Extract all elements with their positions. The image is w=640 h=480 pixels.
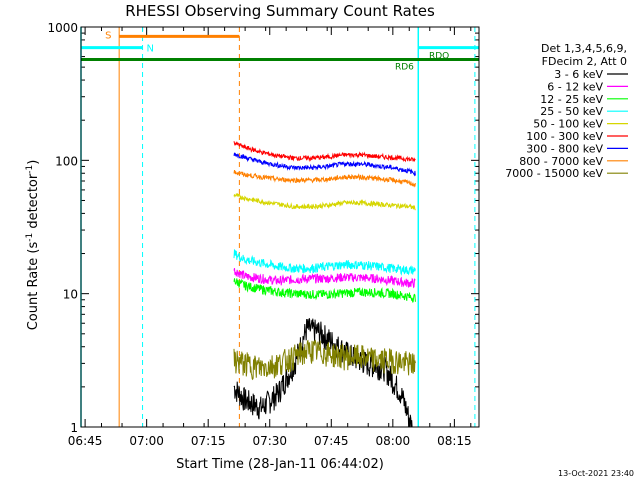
legend-label: 100 - 300 keV	[526, 130, 603, 143]
series-line	[233, 152, 416, 177]
x-tick-label: 07:30	[252, 434, 287, 448]
y-axis-label: Count Rate (s-1 detector-1)	[25, 160, 41, 331]
series-line	[233, 278, 416, 303]
y-label-sup: -1	[25, 165, 35, 174]
y-tick-label: 1000	[47, 21, 78, 35]
y-tick-label: 100	[55, 154, 78, 168]
legend-label: 3 - 6 keV	[554, 68, 603, 81]
series-line	[233, 339, 416, 381]
y-label-part: )	[26, 160, 41, 165]
legend-label: 50 - 100 keV	[533, 118, 603, 131]
plot-frame	[80, 26, 480, 428]
legend-header-line: Det 1,3,4,5,6,9,	[541, 42, 627, 55]
x-tick-label: 08:00	[376, 434, 411, 448]
legend: Det 1,3,4,5,6,9, FDecim 2, Att 0 3 - 6 k…	[505, 42, 628, 180]
x-tick-label: 07:00	[129, 434, 164, 448]
chart-title: RHESSI Observing Summary Count Rates	[125, 2, 435, 20]
timestamp: 13-Oct-2021 23:40	[558, 469, 634, 478]
x-tick-label: 07:15	[191, 434, 226, 448]
x-tick-label: 08:15	[437, 434, 472, 448]
y-label-sup: -1	[25, 233, 35, 242]
saa-label: S	[105, 30, 111, 41]
series-line	[233, 268, 416, 289]
night-label: N	[147, 44, 154, 55]
series-line	[233, 249, 416, 276]
series-line	[233, 141, 416, 163]
y-tick-label: 10	[63, 288, 78, 302]
series-line	[233, 192, 416, 211]
legend-label: 800 - 7000 keV	[519, 155, 603, 168]
legend-label: 7000 - 15000 keV	[505, 167, 603, 180]
y-label-part: Count Rate (s	[26, 242, 41, 331]
legend-label: 6 - 12 keV	[547, 80, 603, 93]
rd6-label: RD6	[395, 63, 414, 73]
y-label-part: detector	[26, 173, 41, 233]
rdo-label: RDO	[429, 52, 449, 62]
x-tick-label: 07:45	[314, 434, 349, 448]
x-tick-label: 06:45	[68, 434, 103, 448]
y-tick-label: 1	[70, 421, 78, 435]
legend-label: 300 - 800 keV	[526, 142, 603, 155]
legend-label: 12 - 25 keV	[540, 93, 603, 106]
x-axis-label: Start Time (28-Jan-11 06:44:02)	[176, 457, 384, 472]
series-line	[233, 169, 416, 188]
legend-header-line: FDecim 2, Att 0	[542, 55, 627, 68]
legend-label: 25 - 50 keV	[540, 105, 603, 118]
